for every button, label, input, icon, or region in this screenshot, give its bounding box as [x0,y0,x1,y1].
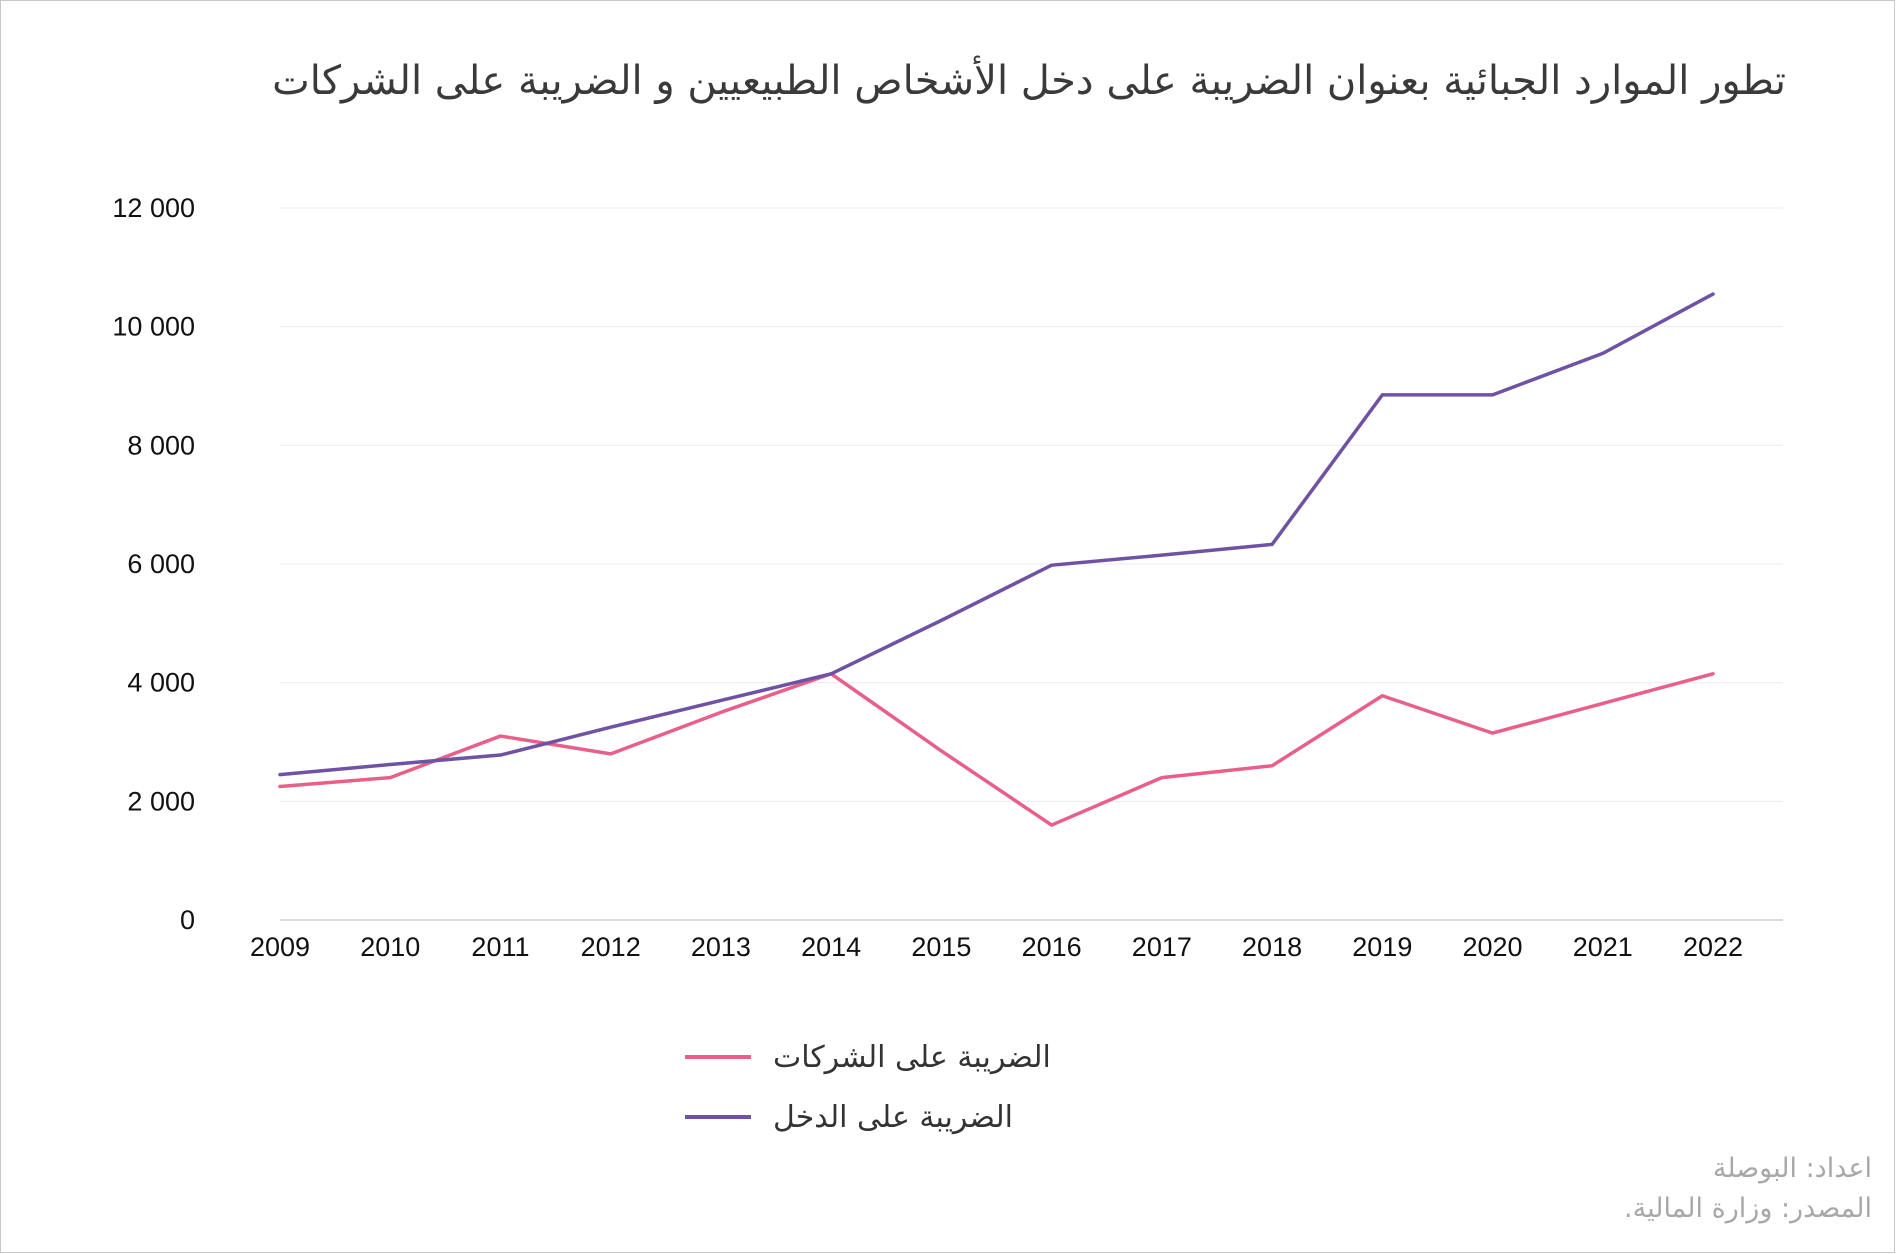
x-tick-label: 2011 [471,932,529,962]
legend-swatch-income [685,1115,751,1119]
x-tick-label: 2012 [581,932,641,962]
credit-prepared-by: اعداد: البوصلة [1712,1153,1872,1184]
chart-title: تطور الموارد الجبائية بعنوان الضريبة على… [272,58,1786,104]
series-line-corporate-tax [278,672,1715,827]
y-tick-label: 10 000 [112,312,195,342]
x-tick-label: 2019 [1352,932,1412,962]
x-tick-label: 2015 [911,932,971,962]
x-tick-label: 2009 [250,932,310,962]
series-lines [278,292,1715,827]
legend-item-income: الضريبة على الدخل [685,1097,1013,1137]
x-tick-label: 2017 [1132,932,1192,962]
legend-swatch-corporate [685,1055,751,1059]
y-tick-label: 2 000 [127,786,195,816]
x-tick-label: 2022 [1683,932,1743,962]
legend-item-corporate: الضريبة على الشركات [685,1037,1051,1077]
legend-label-corporate: الضريبة على الشركات [773,1039,1051,1075]
y-tick-label: 6 000 [127,549,195,579]
x-tick-label: 2021 [1573,932,1633,962]
y-tick-label: 12 000 [112,193,195,223]
x-tick-label: 2018 [1242,932,1302,962]
y-tick-label: 0 [180,905,195,935]
y-tick-label: 4 000 [127,668,195,698]
gridlines [280,207,1783,921]
x-tick-label: 2013 [691,932,751,962]
x-tick-label: 2014 [801,932,861,962]
x-tick-label: 2016 [1022,932,1082,962]
x-tick-label: 2010 [360,932,420,962]
x-tick-label: 2020 [1462,932,1522,962]
y-tick-label: 8 000 [127,430,195,460]
x-axis-ticks: 2009 2010 2011 2012 2013 2014 2015 2016 2017 2018… [250,932,1743,962]
y-axis-ticks: 0 2 000 4 000 6 000 8 000 10 000 12 000 [112,193,195,935]
legend-label-income: الضريبة على الدخل [773,1099,1013,1135]
series-line-income-tax [278,292,1715,777]
credit-source: المصدر: وزارة المالية. [1624,1193,1872,1224]
